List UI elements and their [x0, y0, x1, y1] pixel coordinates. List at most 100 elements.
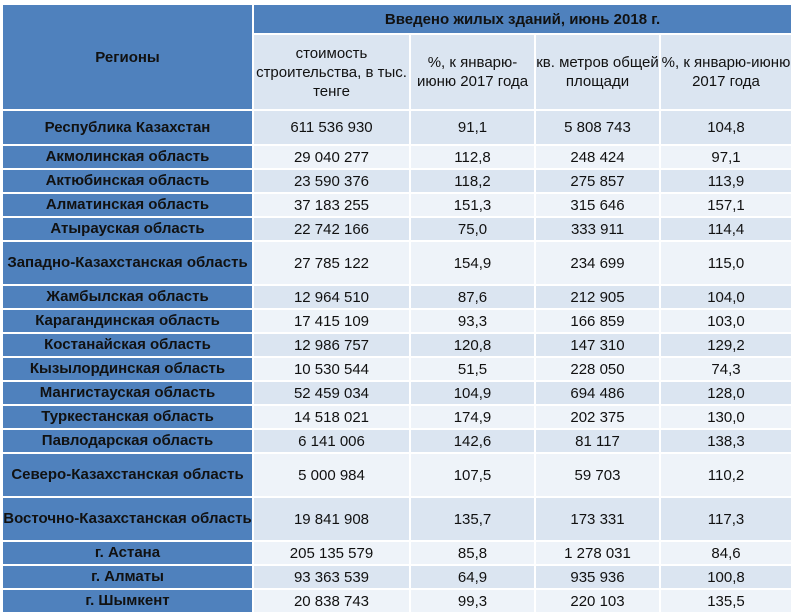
area-percent-value: 114,4 — [659, 216, 793, 242]
table-row: Восточно-Казахстанская область 19 841 90… — [1, 496, 793, 542]
cost-percent-value: 142,6 — [409, 428, 536, 454]
cost-percent-value: 135,7 — [409, 496, 536, 542]
cost-percent-value: 107,5 — [409, 452, 536, 498]
area-percent-value: 74,3 — [659, 356, 793, 382]
cost-value: 6 141 006 — [252, 428, 411, 454]
cost-value: 205 135 579 — [252, 540, 411, 566]
table-row: Северо-Казахстанская область 5 000 984 1… — [1, 452, 793, 498]
table-row: Алматинская область 37 183 255 151,3 315… — [1, 192, 793, 218]
column-header-regions: Регионы — [1, 3, 254, 111]
region-name: Северо-Казахстанская область — [1, 452, 254, 498]
column-header-area: кв. метров общей площади — [534, 33, 661, 111]
cost-value: 5 000 984 — [252, 452, 411, 498]
table-row: Атырауская область 22 742 166 75,0 333 9… — [1, 216, 793, 242]
area-percent-value: 115,0 — [659, 240, 793, 286]
cost-value: 12 986 757 — [252, 332, 411, 358]
cost-percent-value: 154,9 — [409, 240, 536, 286]
area-percent-value: 138,3 — [659, 428, 793, 454]
area-value: 694 486 — [534, 380, 661, 406]
area-percent-value: 97,1 — [659, 144, 793, 170]
table-row: Акмолинская область 29 040 277 112,8 248… — [1, 144, 793, 170]
area-value: 59 703 — [534, 452, 661, 498]
region-name: г. Алматы — [1, 564, 254, 590]
cost-value: 611 536 930 — [252, 109, 411, 146]
region-name: Актюбинская область — [1, 168, 254, 194]
region-name: Алматинская область — [1, 192, 254, 218]
region-name: г. Шымкент — [1, 588, 254, 614]
area-value: 228 050 — [534, 356, 661, 382]
area-percent-value: 104,8 — [659, 109, 793, 146]
cost-percent-value: 112,8 — [409, 144, 536, 170]
housing-table: Регионы Введено жилых зданий, июнь 2018 … — [1, 3, 793, 614]
area-value: 173 331 — [534, 496, 661, 542]
area-value: 315 646 — [534, 192, 661, 218]
area-percent-value: 128,0 — [659, 380, 793, 406]
table-row: г. Шымкент 20 838 743 99,3 220 103 135,5 — [1, 588, 793, 614]
region-name: Восточно-Казахстанская область — [1, 496, 254, 542]
cost-percent-value: 87,6 — [409, 284, 536, 310]
cost-value: 12 964 510 — [252, 284, 411, 310]
cost-value: 17 415 109 — [252, 308, 411, 334]
area-value: 275 857 — [534, 168, 661, 194]
cost-value: 10 530 544 — [252, 356, 411, 382]
table-row: Туркестанская область 14 518 021 174,9 2… — [1, 404, 793, 430]
cost-percent-value: 85,8 — [409, 540, 536, 566]
region-name: Павлодарская область — [1, 428, 254, 454]
region-name: Западно-Казахстанская область — [1, 240, 254, 286]
table-row: Республика Казахстан 611 536 930 91,1 5 … — [1, 109, 793, 146]
area-value: 147 310 — [534, 332, 661, 358]
header-row-banner: Регионы Введено жилых зданий, июнь 2018 … — [1, 3, 793, 111]
region-name: Акмолинская область — [1, 144, 254, 170]
cost-value: 52 459 034 — [252, 380, 411, 406]
area-value: 234 699 — [534, 240, 661, 286]
cost-value: 37 183 255 — [252, 192, 411, 218]
area-percent-value: 104,0 — [659, 284, 793, 310]
cost-percent-value: 75,0 — [409, 216, 536, 242]
cost-value: 22 742 166 — [252, 216, 411, 242]
table-banner-header: Введено жилых зданий, июнь 2018 г. — [252, 3, 793, 35]
cost-value: 23 590 376 — [252, 168, 411, 194]
region-name: Туркестанская область — [1, 404, 254, 430]
column-header-cost: стоимость строительства, в тыс. тенге — [252, 33, 411, 111]
cost-percent-value: 120,8 — [409, 332, 536, 358]
area-percent-value: 135,5 — [659, 588, 793, 614]
cost-percent-value: 104,9 — [409, 380, 536, 406]
cost-percent-value: 174,9 — [409, 404, 536, 430]
cost-percent-value: 51,5 — [409, 356, 536, 382]
area-value: 81 117 — [534, 428, 661, 454]
column-header-area-percent: %, к январю-июню 2017 года — [659, 33, 793, 111]
region-name: Кызылординская область — [1, 356, 254, 382]
column-header-cost-percent: %, к январю-июню 2017 года — [409, 33, 536, 111]
table-row: Западно-Казахстанская область 27 785 122… — [1, 240, 793, 286]
cost-value: 27 785 122 — [252, 240, 411, 286]
region-name: Атырауская область — [1, 216, 254, 242]
table-row: Карагандинская область 17 415 109 93,3 1… — [1, 308, 793, 334]
table-row: Жамбылская область 12 964 510 87,6 212 9… — [1, 284, 793, 310]
region-name: Карагандинская область — [1, 308, 254, 334]
cost-value: 20 838 743 — [252, 588, 411, 614]
region-name: Мангистауская область — [1, 380, 254, 406]
cost-value: 93 363 539 — [252, 564, 411, 590]
area-value: 166 859 — [534, 308, 661, 334]
area-value: 248 424 — [534, 144, 661, 170]
area-percent-value: 157,1 — [659, 192, 793, 218]
cost-percent-value: 118,2 — [409, 168, 536, 194]
cost-percent-value: 99,3 — [409, 588, 536, 614]
area-value: 202 375 — [534, 404, 661, 430]
cost-percent-value: 91,1 — [409, 109, 536, 146]
table-row: Мангистауская область 52 459 034 104,9 6… — [1, 380, 793, 406]
table-row: г. Астана 205 135 579 85,8 1 278 031 84,… — [1, 540, 793, 566]
area-percent-value: 117,3 — [659, 496, 793, 542]
area-percent-value: 84,6 — [659, 540, 793, 566]
area-value: 333 911 — [534, 216, 661, 242]
area-percent-value: 129,2 — [659, 332, 793, 358]
area-percent-value: 110,2 — [659, 452, 793, 498]
cost-percent-value: 64,9 — [409, 564, 536, 590]
cost-value: 19 841 908 — [252, 496, 411, 542]
cost-percent-value: 93,3 — [409, 308, 536, 334]
table-row: Павлодарская область 6 141 006 142,6 81 … — [1, 428, 793, 454]
table-row: Костанайская область 12 986 757 120,8 14… — [1, 332, 793, 358]
area-percent-value: 103,0 — [659, 308, 793, 334]
cost-percent-value: 151,3 — [409, 192, 536, 218]
cost-value: 29 040 277 — [252, 144, 411, 170]
